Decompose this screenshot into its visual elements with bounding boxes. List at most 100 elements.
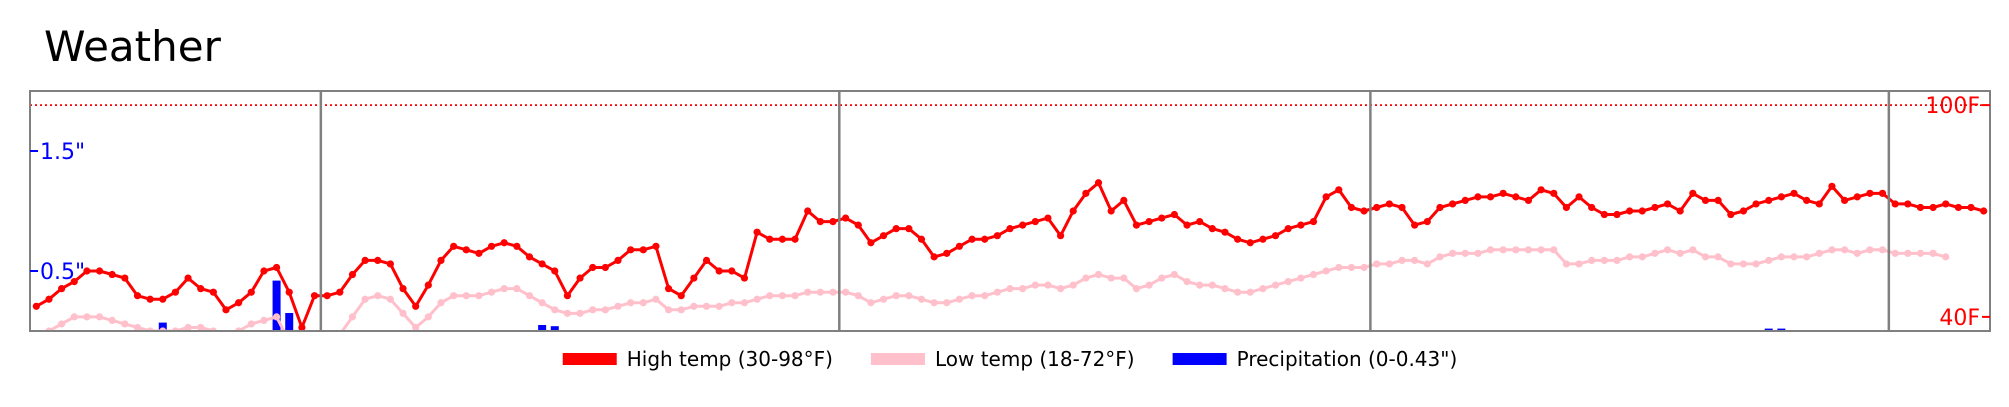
high-temp-point xyxy=(1170,210,1178,219)
high-temp-point xyxy=(1322,193,1330,201)
low-temp-point xyxy=(450,292,458,300)
low-temp-point xyxy=(1550,246,1558,254)
legend-swatch xyxy=(562,353,617,365)
precip-bar xyxy=(550,326,559,331)
high-temp-point xyxy=(133,292,142,300)
low-temp-point xyxy=(339,330,341,331)
low-temp-point xyxy=(1803,253,1811,261)
high-temp-point xyxy=(601,263,609,272)
high-temp-point xyxy=(1271,232,1280,240)
low-temp-point xyxy=(753,295,761,303)
low-temp-point xyxy=(639,299,647,307)
high-temp-point xyxy=(361,256,369,265)
low-temp-point xyxy=(993,288,1001,296)
low-temp-point xyxy=(272,313,281,321)
low-temp-point xyxy=(1322,267,1330,275)
high-temp-point xyxy=(171,288,180,296)
high-temp-point xyxy=(386,260,394,268)
high-temp-point xyxy=(32,302,40,310)
low-temp-point xyxy=(83,313,91,321)
high-temp-point xyxy=(1714,196,1722,205)
high-temp-point xyxy=(652,242,660,250)
low-temp-point xyxy=(58,320,66,328)
low-temp-point xyxy=(715,302,723,310)
high-temp-point xyxy=(576,274,584,282)
high-temp-point xyxy=(1297,221,1305,229)
high-temp-point xyxy=(917,235,926,243)
low-temp-point xyxy=(1094,270,1103,279)
high-temp-point xyxy=(816,217,824,226)
high-temp-point xyxy=(70,277,78,286)
high-temp-point xyxy=(1436,203,1444,212)
low-temp-point xyxy=(1613,256,1621,265)
high-temp-line xyxy=(35,181,1985,329)
low-temp-point xyxy=(437,299,445,307)
low-temp-point xyxy=(1297,274,1305,282)
precip-bar xyxy=(1777,328,1786,331)
high-temp-point xyxy=(1878,189,1887,197)
low-temp-point xyxy=(892,292,900,300)
high-temp-point xyxy=(1777,193,1785,201)
low-temp-point xyxy=(412,323,420,331)
high-temp-point xyxy=(1132,221,1141,229)
low-temp-point xyxy=(1929,249,1937,257)
low-temp-point xyxy=(374,292,382,300)
high-temp-point xyxy=(1284,225,1292,233)
high-temp-point xyxy=(1499,189,1507,197)
low-temp-point xyxy=(247,320,255,328)
high-temp-point xyxy=(462,246,470,254)
high-temp-point xyxy=(1056,232,1065,240)
low-temp-point xyxy=(816,288,824,296)
precip-bar xyxy=(1764,328,1773,331)
high-temp-point xyxy=(715,267,723,275)
high-temp-point xyxy=(589,263,597,272)
low-temp-point xyxy=(1815,249,1823,257)
low-temp-point xyxy=(728,299,736,307)
high-temp-point xyxy=(1461,196,1469,205)
low-temp-point xyxy=(462,292,470,300)
high-temp-point xyxy=(842,214,850,222)
high-temp-point xyxy=(1208,225,1216,233)
low-temp-point xyxy=(1916,249,1925,257)
high-temp-point xyxy=(740,274,749,282)
high-temp-point xyxy=(879,232,888,240)
low-temp-point xyxy=(1588,256,1596,265)
low-temp-point xyxy=(1562,260,1570,268)
high-temp-point xyxy=(1019,221,1027,229)
low-temp-point xyxy=(1145,281,1153,289)
low-temp-point xyxy=(1259,285,1267,293)
low-temp-point xyxy=(1120,274,1128,282)
low-temp-point xyxy=(1777,253,1785,261)
low-temp-point xyxy=(905,292,913,300)
high-temp-point xyxy=(614,256,622,265)
high-temp-point xyxy=(1803,196,1811,205)
low-temp-point xyxy=(1284,277,1292,286)
high-temp-point xyxy=(513,242,521,250)
high-temp-point xyxy=(525,253,534,261)
low-temp-point xyxy=(1271,281,1280,289)
low-temp-point xyxy=(1056,285,1065,293)
low-temp-point xyxy=(1360,263,1368,272)
high-temp-point xyxy=(437,256,445,265)
high-temp-point xyxy=(1916,203,1925,212)
high-temp-point xyxy=(664,285,673,293)
high-temp-point xyxy=(1942,200,1950,208)
low-temp-point xyxy=(1448,249,1457,257)
low-temp-point xyxy=(1398,256,1406,265)
high-temp-point xyxy=(1082,189,1090,197)
low-temp-point xyxy=(1385,260,1393,268)
low-temp-point xyxy=(664,306,673,314)
high-temp-point xyxy=(1651,203,1659,212)
high-temp-point xyxy=(1221,228,1229,236)
high-temp-point xyxy=(247,288,255,296)
low-temp-point xyxy=(1626,253,1634,261)
high-temp-point xyxy=(563,292,572,300)
high-temp-point xyxy=(1309,217,1318,226)
high-temp-point xyxy=(209,288,217,296)
high-temp-point xyxy=(1347,203,1356,212)
legend-label: Low temp (18-72°F) xyxy=(935,347,1135,371)
low-temp-point xyxy=(525,292,534,300)
high-temp-point xyxy=(1575,193,1583,201)
temp-tick-label: 100F xyxy=(1925,94,1980,119)
high-temp-point xyxy=(1234,235,1242,243)
